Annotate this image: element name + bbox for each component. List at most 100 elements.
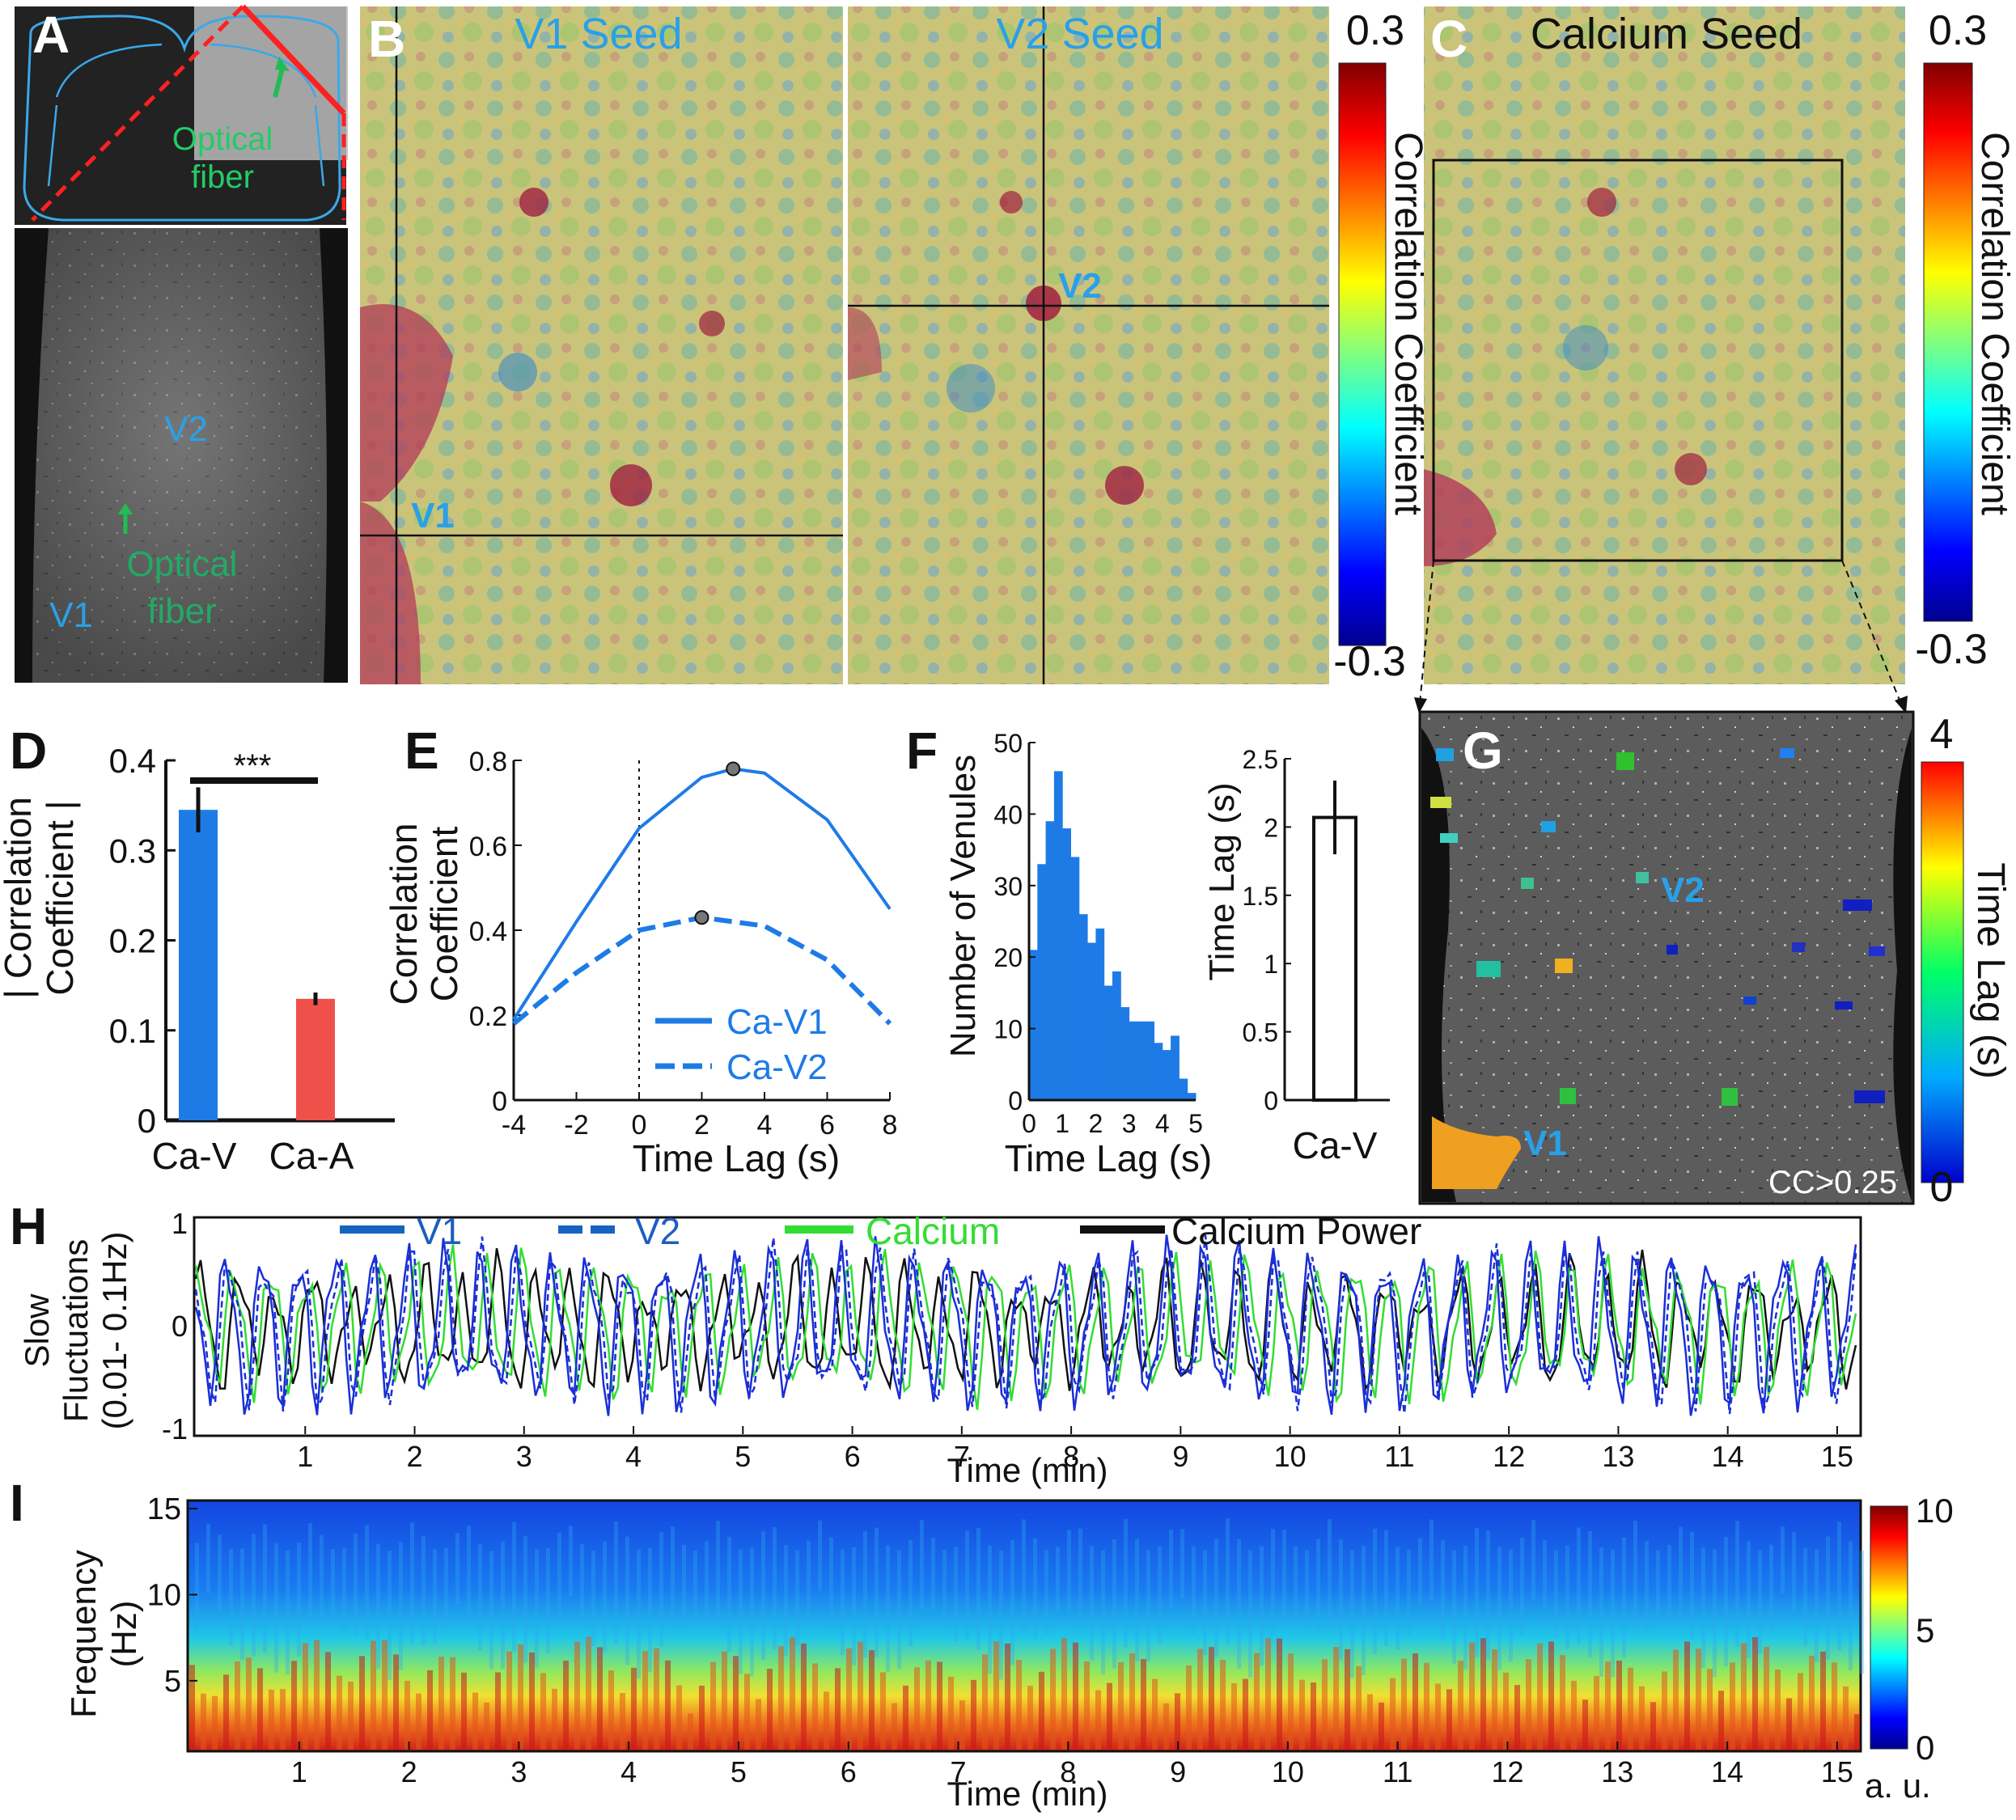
- spectrogram-burst: [1458, 1661, 1463, 1750]
- spectrogram-streak: [1622, 1537, 1626, 1657]
- i-xtick-label: 7: [951, 1755, 967, 1788]
- spectrogram-streak: [1701, 1547, 1705, 1668]
- v2-seed-title: V2 Seed: [996, 10, 1163, 58]
- spectrogram-burst: [767, 1669, 773, 1750]
- spectrogram-burst: [1333, 1647, 1339, 1750]
- spectrogram-burst: [801, 1643, 807, 1750]
- spectrogram-streak: [648, 1547, 652, 1673]
- panel-a: Optical fiber V2 Optical fiber V1 A: [15, 4, 348, 683]
- h-xtick-label: 1: [297, 1440, 313, 1473]
- spectrogram-streak: [1316, 1539, 1320, 1632]
- spectrogram-streak: [286, 1550, 290, 1675]
- g-threshold: CC>0.25: [1768, 1165, 1897, 1200]
- spectrogram-burst: [1435, 1683, 1441, 1750]
- spectrogram-burst: [642, 1651, 648, 1750]
- f-hist-xtick-label: 2: [1089, 1109, 1103, 1138]
- spectrogram-burst: [1311, 1682, 1316, 1750]
- i-ylabel-2: (Hz): [104, 1600, 144, 1667]
- h-xtick-label: 2: [407, 1440, 423, 1473]
- h-xtick-label: 10: [1274, 1440, 1307, 1473]
- f-hist-xtick-label: 1: [1055, 1109, 1069, 1138]
- spectrogram-streak: [421, 1535, 426, 1646]
- spectrogram-streak: [1769, 1544, 1773, 1632]
- f-hist-xlabel: Time Lag (s): [1005, 1137, 1212, 1179]
- f-hist-bin: [1171, 1035, 1180, 1100]
- spectrogram-burst: [269, 1689, 274, 1750]
- spectrogram-burst: [1730, 1662, 1735, 1750]
- f-hist-bin: [1103, 985, 1113, 1100]
- spectrogram-streak: [637, 1549, 641, 1679]
- e-ytick-label: 0: [492, 1086, 507, 1117]
- i-xtick-label: 13: [1601, 1755, 1633, 1788]
- a-fiber2-1: Optical: [127, 544, 238, 584]
- spectrogram-burst: [1016, 1660, 1022, 1750]
- spectrogram-burst: [1186, 1665, 1192, 1750]
- spectrogram-burst: [1662, 1671, 1667, 1750]
- d-ylabel-1: | Correlation: [0, 797, 39, 999]
- spectrogram-streak: [1554, 1550, 1558, 1638]
- g-cbar-max: 4: [1930, 711, 1954, 758]
- spectrogram-streak: [1078, 1528, 1082, 1629]
- spectrogram-burst: [1345, 1649, 1350, 1750]
- spectrogram-streak: [863, 1530, 867, 1658]
- spectrogram-burst: [280, 1689, 286, 1750]
- spectrogram-streak: [784, 1545, 788, 1656]
- spectrogram-streak: [331, 1548, 335, 1615]
- v2-marker: V2: [1058, 266, 1102, 306]
- spectrogram-streak: [1124, 1518, 1128, 1648]
- panel-letter-c: C: [1430, 10, 1468, 68]
- spectrogram-burst: [540, 1673, 546, 1750]
- spectrogram-burst: [359, 1656, 365, 1750]
- panel-letter-f: F: [906, 722, 938, 780]
- spectrogram-burst: [484, 1702, 489, 1750]
- panel-i: I Frequency (Hz) 1 2 3 4 5 6 7 8 9 10 11 12 13 14 1551…: [10, 1474, 1954, 1813]
- spectrogram-burst: [688, 1713, 693, 1750]
- spectrogram-streak: [388, 1550, 392, 1680]
- spectrogram-streak: [1384, 1530, 1388, 1647]
- spectrogram-streak: [365, 1525, 369, 1640]
- h-xtick-label: 12: [1493, 1440, 1525, 1473]
- i-cbar-unit: a. u.: [1865, 1767, 1931, 1805]
- spectrogram-burst: [790, 1637, 795, 1750]
- d-ytick-label: 0.1: [109, 1012, 156, 1050]
- e-line-ca-v1: [512, 767, 892, 1021]
- d-ytick-label: 0.4: [109, 742, 156, 780]
- f-hist-bin: [1120, 1007, 1130, 1100]
- g-v2-label: V2: [1661, 870, 1705, 910]
- spectrogram-burst: [1095, 1690, 1101, 1750]
- spectrogram-burst: [1129, 1653, 1135, 1750]
- spectrogram-burst: [325, 1652, 331, 1750]
- spectrogram-burst: [1367, 1694, 1373, 1750]
- f-bar-category: Ca-V: [1293, 1124, 1378, 1166]
- spectrogram-streak: [1305, 1550, 1309, 1626]
- spectrogram-streak: [1792, 1532, 1796, 1613]
- spectrogram-streak: [342, 1548, 346, 1633]
- spectrogram-streak: [705, 1541, 709, 1625]
- h-ytick-label: 1: [172, 1207, 188, 1240]
- spectrogram-streak: [297, 1543, 301, 1657]
- e-xlabel: Time Lag (s): [633, 1137, 840, 1179]
- spectrogram-streak: [671, 1526, 675, 1627]
- spectrogram-burst: [1696, 1649, 1701, 1750]
- spectrogram-burst: [1548, 1641, 1554, 1750]
- g-cbar-min: 0: [1930, 1164, 1954, 1211]
- spectrogram-burst: [235, 1661, 240, 1750]
- f-hist-ylabel: Number of Venules: [943, 755, 983, 1057]
- spectrogram-streak: [1656, 1550, 1660, 1625]
- spectrogram-burst: [574, 1641, 580, 1750]
- h-xtick-label: 9: [1172, 1440, 1188, 1473]
- h-xtick-label: 15: [1821, 1440, 1853, 1473]
- h-trace-v1: [194, 1234, 1857, 1416]
- spectrogram-streak: [1815, 1549, 1819, 1662]
- spectrogram-streak: [523, 1536, 527, 1663]
- spectrogram-streak: [354, 1533, 358, 1636]
- fiber-label-2: fiber: [191, 159, 254, 195]
- h-xtick-label: 14: [1712, 1440, 1744, 1473]
- spectrogram-burst: [812, 1663, 818, 1750]
- d-bar-chart: 0 0.1 0.2 0.3 0.4 Ca-V Ca-A: [109, 742, 395, 1177]
- panel-c: Calcium Seed C 0.3 -0.3 Correlation Coef…: [1414, 6, 2016, 713]
- d-ytick-label: 0: [138, 1102, 156, 1140]
- f-hist-xtick-label: 4: [1155, 1109, 1170, 1138]
